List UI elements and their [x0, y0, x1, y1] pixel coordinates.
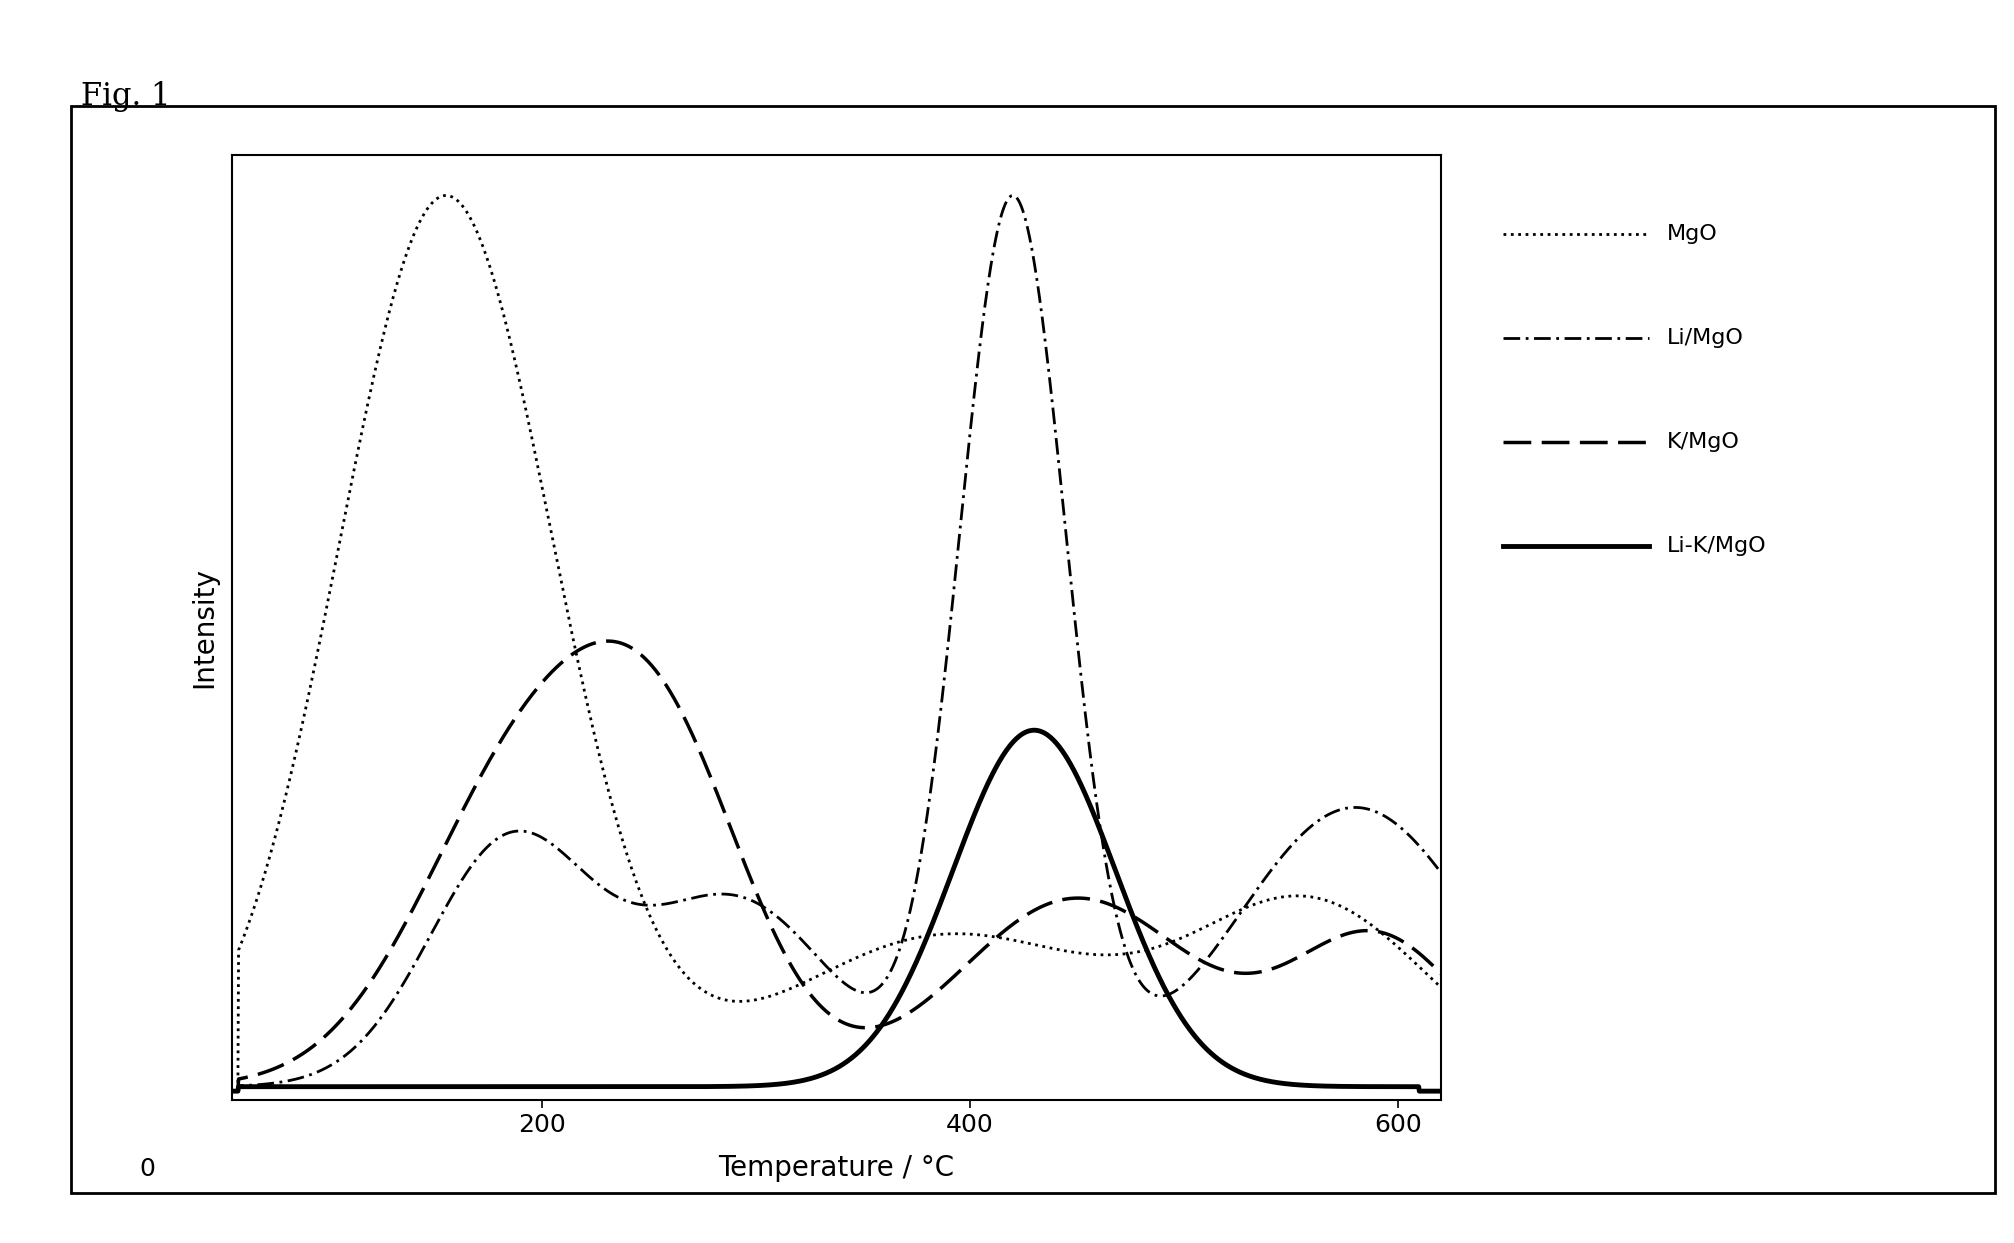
Y-axis label: Intensity: Intensity — [189, 567, 218, 689]
Text: Fig. 1: Fig. 1 — [81, 81, 169, 112]
X-axis label: Temperature / °C: Temperature / °C — [717, 1154, 955, 1182]
Text: Li-K/MgO: Li-K/MgO — [1666, 536, 1766, 556]
Text: K/MgO: K/MgO — [1666, 433, 1740, 452]
Text: Li/MgO: Li/MgO — [1666, 328, 1744, 348]
Text: MgO: MgO — [1666, 224, 1718, 244]
Text: 0: 0 — [139, 1157, 155, 1181]
